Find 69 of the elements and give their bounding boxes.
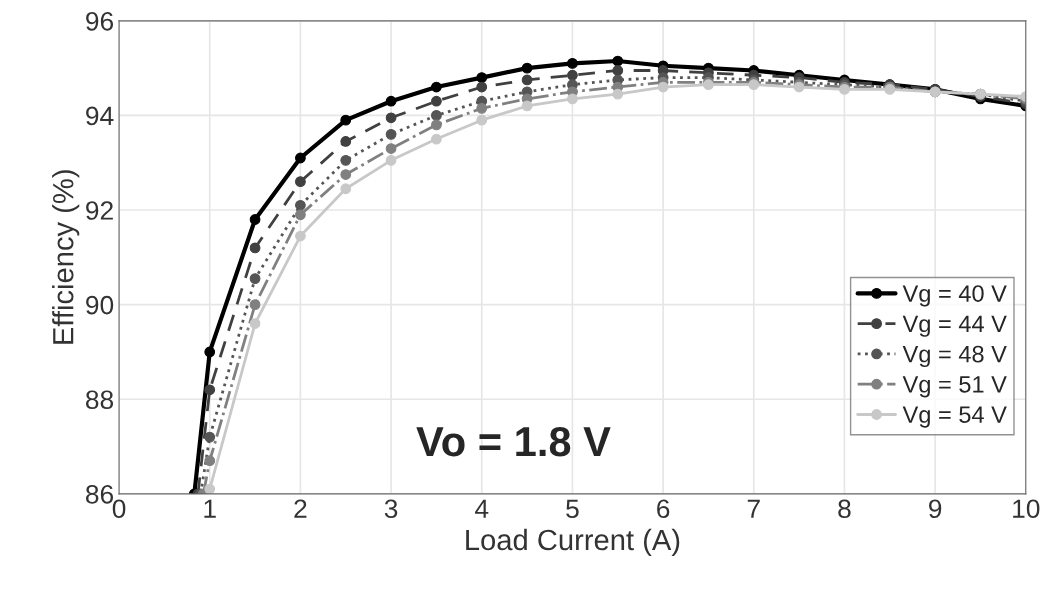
x-tick-label: 8 xyxy=(838,499,851,519)
point xyxy=(476,72,488,83)
x-axis-title: Load Current (A) xyxy=(466,528,680,557)
point xyxy=(204,431,216,443)
point xyxy=(340,136,352,147)
legend-label: Vg = 44 V xyxy=(902,315,1007,337)
point xyxy=(521,62,533,74)
point xyxy=(476,81,488,93)
x-tick-label: 6 xyxy=(657,499,670,519)
point xyxy=(249,214,261,225)
y-tick-label: 88 xyxy=(85,390,114,410)
x-tick-label: 5 xyxy=(566,499,579,519)
point xyxy=(340,114,352,126)
x-tick-label: 10 xyxy=(1013,499,1040,519)
point xyxy=(340,154,352,166)
point xyxy=(657,81,669,93)
point xyxy=(476,114,488,126)
legend-label: Vg = 48 V xyxy=(902,345,1007,368)
point xyxy=(385,143,397,154)
point xyxy=(431,95,442,107)
x-tick-label: 7 xyxy=(747,499,760,518)
point xyxy=(385,95,397,107)
x-tick-label: 0 xyxy=(112,499,126,519)
point xyxy=(385,128,397,140)
point xyxy=(249,273,261,284)
y-tick-label: 96 xyxy=(86,11,114,31)
point xyxy=(249,242,261,254)
legend-label: Vg = 54 V xyxy=(902,406,1007,428)
x-tick-label: 2 xyxy=(294,499,307,518)
point xyxy=(385,112,397,124)
point xyxy=(204,483,216,494)
point xyxy=(204,455,216,467)
point xyxy=(612,55,624,67)
point xyxy=(295,152,306,164)
x-tick-label: 1 xyxy=(204,499,216,518)
point xyxy=(249,318,261,329)
x-tick-label: 4 xyxy=(475,499,489,518)
x-tick-label: 9 xyxy=(929,499,942,519)
point xyxy=(249,299,261,311)
y-tick-label: 86 xyxy=(85,484,114,504)
point xyxy=(340,169,352,180)
y-axis-title: Efficiency (%) xyxy=(52,170,80,344)
point xyxy=(521,74,533,86)
point xyxy=(431,119,442,131)
point xyxy=(204,346,216,358)
point xyxy=(431,110,442,121)
point xyxy=(340,183,352,195)
point xyxy=(567,69,578,81)
point xyxy=(385,154,397,166)
point xyxy=(476,102,488,114)
point xyxy=(431,81,442,93)
legend-label: Vg = 40 V xyxy=(902,285,1007,307)
point xyxy=(521,100,533,112)
point xyxy=(567,58,578,69)
point xyxy=(612,65,624,76)
legend-label: Vg = 51 V xyxy=(902,376,1007,398)
point xyxy=(567,93,578,105)
y-tick-label: 94 xyxy=(86,106,114,126)
y-tick-label: 92 xyxy=(86,201,113,220)
point xyxy=(295,209,306,221)
point xyxy=(295,230,306,242)
point xyxy=(204,384,216,396)
point xyxy=(295,199,306,211)
annotation: Vo = 1.8 V xyxy=(416,426,611,457)
point xyxy=(431,133,442,145)
x-tick-label: 3 xyxy=(384,499,398,519)
point xyxy=(612,88,624,100)
point xyxy=(295,176,306,188)
y-tick-label: 90 xyxy=(86,295,114,315)
